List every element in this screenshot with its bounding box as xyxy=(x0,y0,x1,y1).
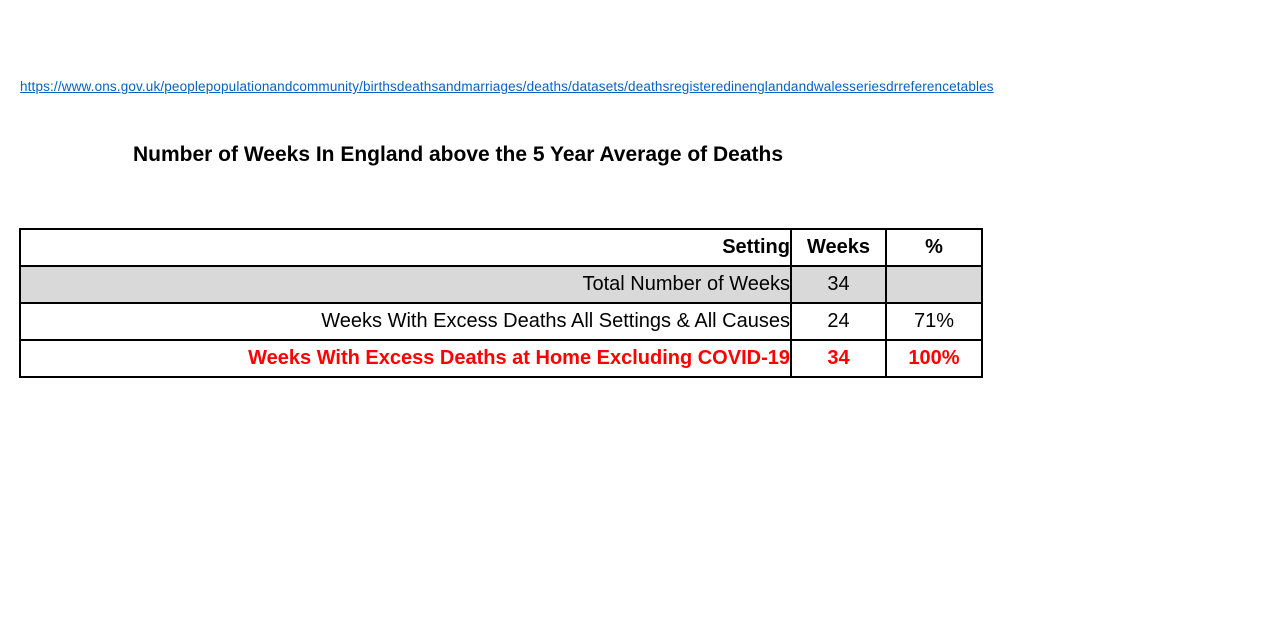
page-title: Number of Weeks In England above the 5 Y… xyxy=(133,143,784,166)
cell-setting: Total Number of Weeks xyxy=(19,265,792,304)
cell-percent: 100% xyxy=(885,339,983,378)
header-percent: % xyxy=(885,228,983,267)
cell-weeks: 34 xyxy=(790,339,887,378)
table-row: Weeks With Excess Deaths at Home Excludi… xyxy=(19,339,983,378)
cell-percent: 71% xyxy=(885,302,983,341)
ons-dataset-link[interactable]: https://www.ons.gov.uk/peoplepopulationa… xyxy=(20,79,994,94)
cell-weeks: 24 xyxy=(790,302,887,341)
table-header-row: Setting Weeks % xyxy=(19,228,983,267)
table-row: Weeks With Excess Deaths All Settings & … xyxy=(19,302,983,341)
weeks-summary-table: Setting Weeks % Total Number of Weeks 34… xyxy=(19,228,983,378)
cell-percent xyxy=(885,265,983,304)
cell-setting: Weeks With Excess Deaths at Home Excludi… xyxy=(19,339,792,378)
header-setting: Setting xyxy=(19,228,792,267)
cell-weeks: 34 xyxy=(790,265,887,304)
header-weeks: Weeks xyxy=(790,228,887,267)
cell-setting: Weeks With Excess Deaths All Settings & … xyxy=(19,302,792,341)
table-row: Total Number of Weeks 34 xyxy=(19,265,983,304)
